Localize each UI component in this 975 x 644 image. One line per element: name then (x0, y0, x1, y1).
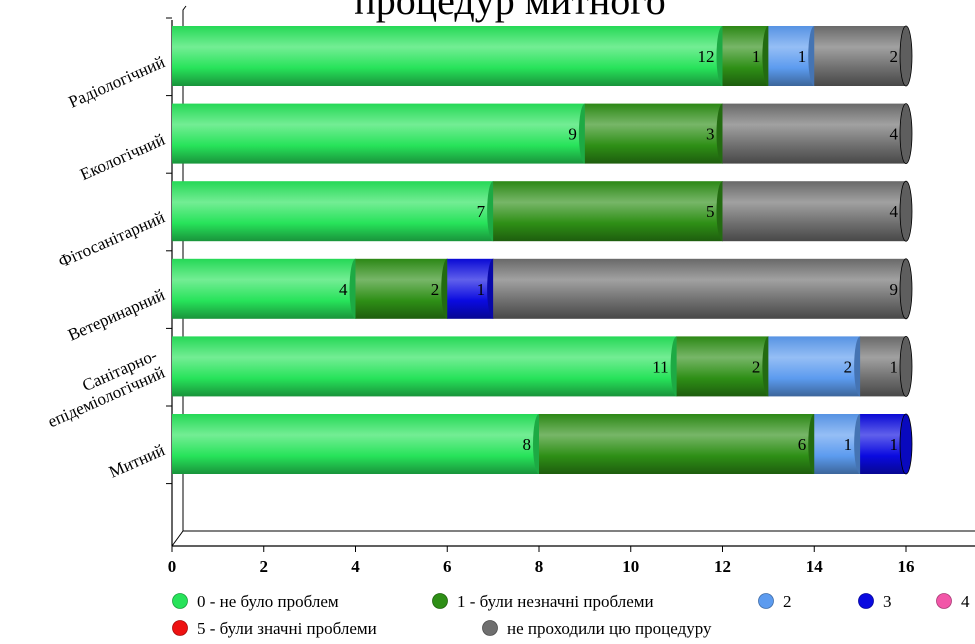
bar-cap-1-6 (899, 103, 913, 165)
x-tick-label-4: 4 (351, 557, 360, 576)
bar-segment-0-6 (814, 26, 906, 86)
bar-segment-3-0 (172, 258, 356, 319)
legend-marker-4 (936, 593, 952, 609)
bar-segment-5-2 (814, 414, 861, 474)
legend-item-3: 3 (858, 592, 892, 611)
bar-cap-2-6 (899, 180, 913, 242)
bar-segment-0-2 (768, 26, 815, 86)
bar-segment-1-6 (722, 103, 906, 164)
legend-item-5: 5 - були значні проблеми (172, 619, 377, 638)
x-tick-label-8: 8 (535, 557, 544, 576)
data-label-4-6: 1 (890, 357, 899, 376)
bar-segment-1-1 (584, 103, 723, 164)
bar-group-4: 11 2 2 1 (172, 335, 913, 397)
legend-label-2: 2 (783, 592, 792, 611)
x-tick-label-12: 12 (714, 557, 731, 576)
legend: 0 - не було проблем 1 - були незначні про… (172, 592, 970, 638)
data-label-4-1: 2 (752, 357, 761, 376)
x-tick-label-0: 0 (168, 557, 177, 576)
bar-segment-4-2 (768, 336, 861, 397)
data-label-5-1: 6 (798, 435, 807, 454)
bar-segment-2-1 (493, 181, 723, 242)
bar-group-0: 12 1 1 2 (172, 25, 913, 87)
data-label-5-0: 8 (523, 435, 532, 454)
bar-cap-0-6 (899, 25, 913, 87)
x-tick-label-6: 6 (443, 557, 452, 576)
legend-item-6: не проходили цю процедуру (482, 619, 712, 638)
legend-label-5: 5 - були значні проблеми (197, 619, 377, 638)
legend-marker-2 (758, 593, 774, 609)
category-label-1: Екологічний (77, 130, 167, 184)
data-label-3-0: 4 (339, 280, 348, 299)
bar-segment-2-0 (172, 181, 494, 242)
legend-item-4: 4 (936, 592, 970, 611)
data-label-0-2: 1 (798, 47, 807, 66)
bar-group-1: 9 3 4 (172, 103, 913, 165)
legend-item-0: 0 - не було проблем (172, 592, 339, 611)
frame-floor-line (171, 530, 975, 547)
legend-marker-6 (482, 620, 498, 636)
legend-marker-5 (172, 620, 188, 636)
x-tick-label-10: 10 (622, 557, 639, 576)
bars-layer: 12 1 1 29 3 47 5 44 2 1 911 2 2 18 6 1 1 (172, 25, 913, 475)
data-label-0-6: 2 (890, 47, 899, 66)
bar-cap-3-6 (899, 258, 913, 320)
x-axis: 0 2 4 6 8 10 12 14 16 (168, 545, 975, 576)
legend-marker-3 (858, 593, 874, 609)
category-label-2: Фітосанітарний (55, 207, 167, 271)
data-label-2-0: 7 (477, 202, 486, 221)
data-label-0-0: 12 (698, 47, 715, 66)
category-label-0: Радіологічний (66, 52, 168, 111)
data-label-0-1: 1 (752, 47, 761, 66)
bar-segment-0-1 (722, 26, 769, 86)
data-label-3-3: 1 (477, 280, 486, 299)
category-label-5: Митний (106, 440, 168, 481)
data-label-3-1: 2 (431, 280, 440, 299)
bar-segment-3-6 (493, 258, 906, 319)
legend-label-1: 1 - були незначні проблеми (457, 592, 654, 611)
data-label-1-1: 3 (706, 125, 715, 144)
legend-label-6: не проходили цю процедуру (507, 619, 712, 638)
chart-title: процедур митного (354, 0, 665, 23)
bar-segment-4-0 (172, 336, 677, 397)
legend-label-4: 4 (961, 592, 970, 611)
legend-item-1: 1 - були незначні проблеми (432, 592, 654, 611)
bar-group-2: 7 5 4 (172, 180, 913, 242)
bar-cap-4-6 (899, 335, 913, 397)
category-label-3: Ветеринарний (65, 285, 168, 345)
x-tick-label-2: 2 (260, 557, 269, 576)
legend-label-0: 0 - не було проблем (197, 592, 339, 611)
data-label-5-3: 1 (890, 435, 899, 454)
bar-segment-4-1 (676, 336, 769, 397)
bar-segment-5-3 (860, 414, 906, 474)
legend-marker-0 (172, 593, 188, 609)
data-label-1-6: 4 (890, 125, 899, 144)
data-label-4-0: 11 (652, 357, 668, 376)
bar-segment-3-1 (355, 258, 448, 319)
bar-group-3: 4 2 1 9 (172, 258, 913, 320)
legend-label-3: 3 (883, 592, 892, 611)
bar-segment-0-0 (172, 26, 723, 86)
data-label-2-1: 5 (706, 202, 715, 221)
data-label-3-6: 9 (890, 280, 899, 299)
bar-segment-4-6 (860, 336, 906, 397)
bar-segment-2-6 (722, 181, 906, 242)
data-label-2-6: 4 (890, 202, 899, 221)
bar-segment-5-0 (172, 414, 539, 474)
bar-cap-5-3 (899, 413, 913, 475)
x-tick-label-16: 16 (898, 557, 915, 576)
bar-group-5: 8 6 1 1 (172, 413, 913, 475)
bar-segment-3-3 (447, 258, 494, 319)
data-label-5-2: 1 (844, 435, 853, 454)
bar-segment-1-0 (172, 103, 585, 164)
bar-segment-5-1 (539, 414, 815, 474)
data-label-1-0: 9 (568, 125, 577, 144)
x-tick-label-14: 14 (806, 557, 824, 576)
y-axis: Радіологічний Екологічний Фітосанітарний Ве… (37, 17, 172, 485)
legend-marker-1 (432, 593, 448, 609)
legend-item-2: 2 (758, 592, 792, 611)
data-label-4-2: 2 (844, 357, 853, 376)
category-label-4: Санітарно-епідеміологічний (37, 345, 168, 431)
